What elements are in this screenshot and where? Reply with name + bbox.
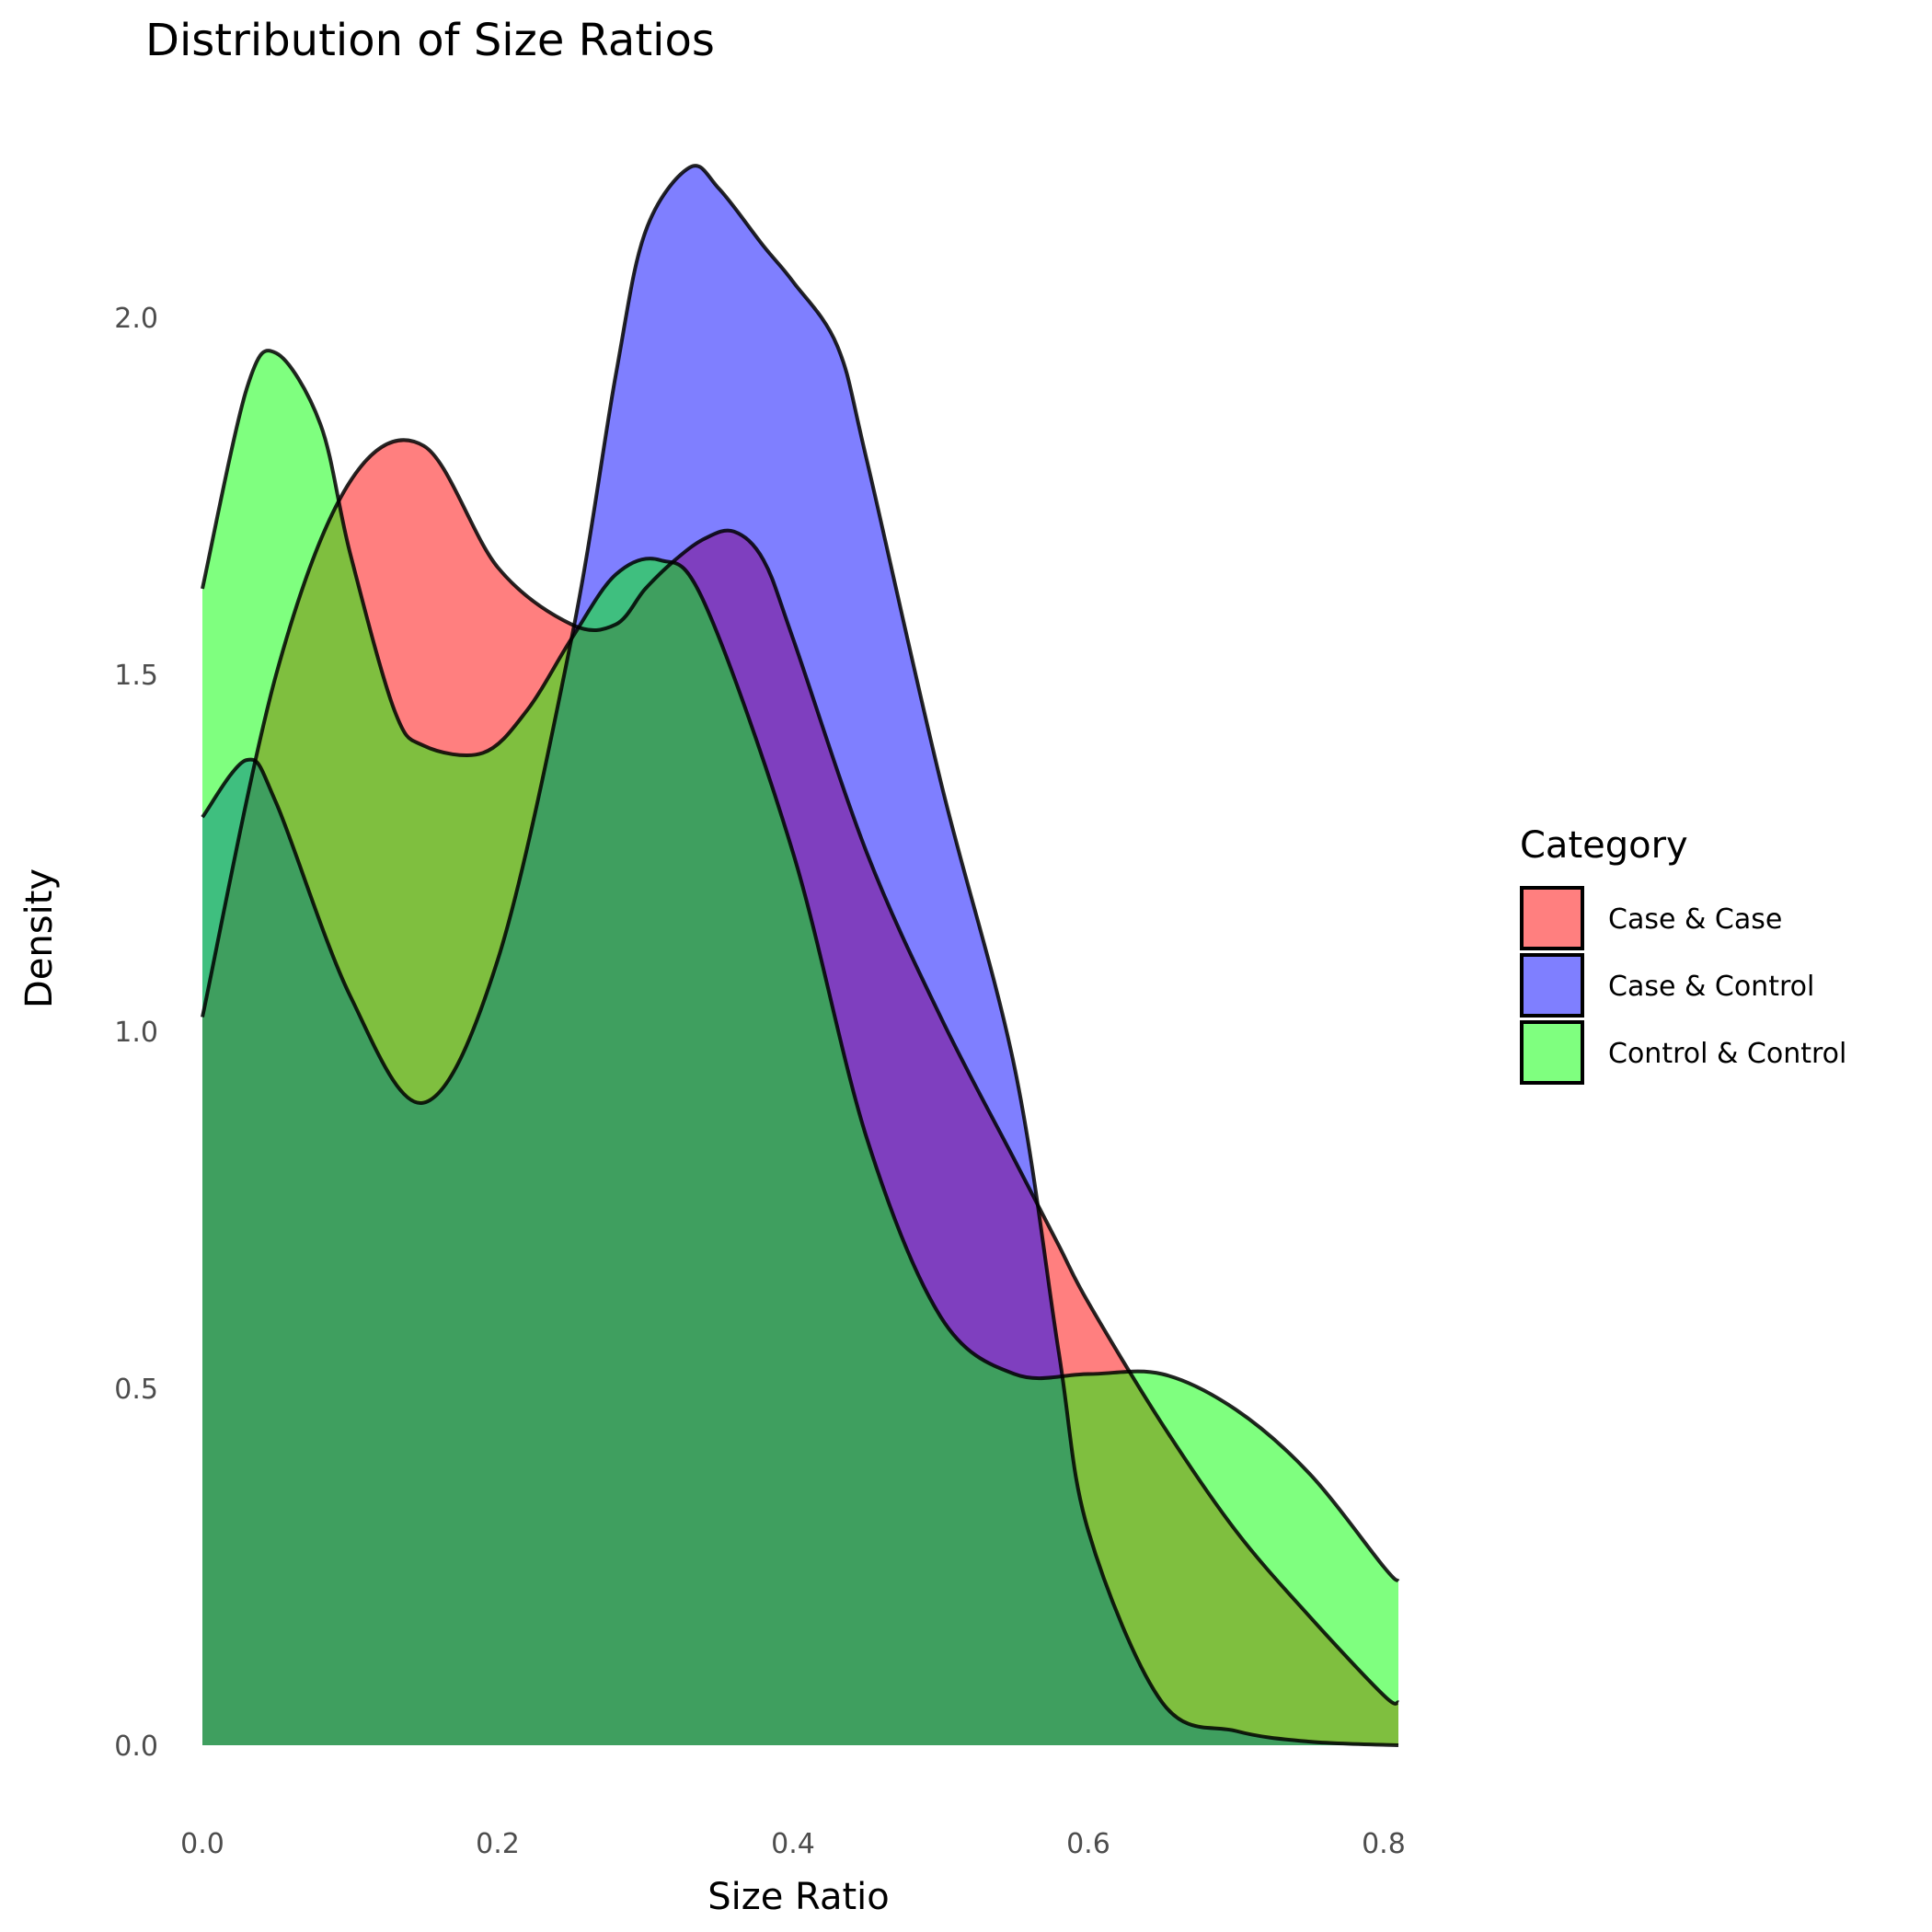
legend-key-3 — [1520, 1020, 1584, 1085]
x-tick-label: 0.0 — [180, 1828, 224, 1860]
x-axis-ticks: 0.0 0.2 0.4 0.6 0.8 — [180, 1828, 1406, 1860]
legend-label-2: Case & Control — [1608, 971, 1814, 1003]
x-tick-label: 0.2 — [476, 1828, 520, 1860]
plot-area — [201, 164, 1400, 1747]
y-tick-label: 0.0 — [114, 1731, 158, 1763]
legend-key-1 — [1520, 886, 1584, 950]
y-tick-label: 1.5 — [114, 660, 158, 692]
legend-label-1: Case & Case — [1608, 903, 1782, 936]
x-tick-label: 0.6 — [1066, 1828, 1110, 1860]
density-line-2 — [201, 164, 1399, 1747]
x-tick-label: 0.8 — [1362, 1828, 1406, 1860]
x-axis-title: Size Ratio — [707, 1876, 890, 1918]
chart-title: Distribution of Size Ratios — [145, 15, 715, 66]
density-area-3 — [202, 351, 1398, 1745]
legend-title: Category — [1520, 824, 1688, 867]
legend-key-2 — [1520, 953, 1584, 1018]
y-axis-ticks: 0.0 0.5 1.0 1.5 2.0 — [114, 303, 158, 1763]
y-axis-title: Density — [18, 868, 61, 1008]
legend: Category Case & Case Case & Control Contro… — [1520, 824, 1846, 1085]
density-line-1 — [201, 438, 1400, 1706]
x-tick-label: 0.4 — [771, 1828, 815, 1860]
y-tick-label: 1.0 — [114, 1017, 158, 1049]
y-tick-label: 2.0 — [114, 303, 158, 335]
legend-label-3: Control & Control — [1608, 1038, 1846, 1070]
y-tick-label: 0.5 — [114, 1374, 158, 1406]
density-line-3 — [201, 349, 1400, 1583]
